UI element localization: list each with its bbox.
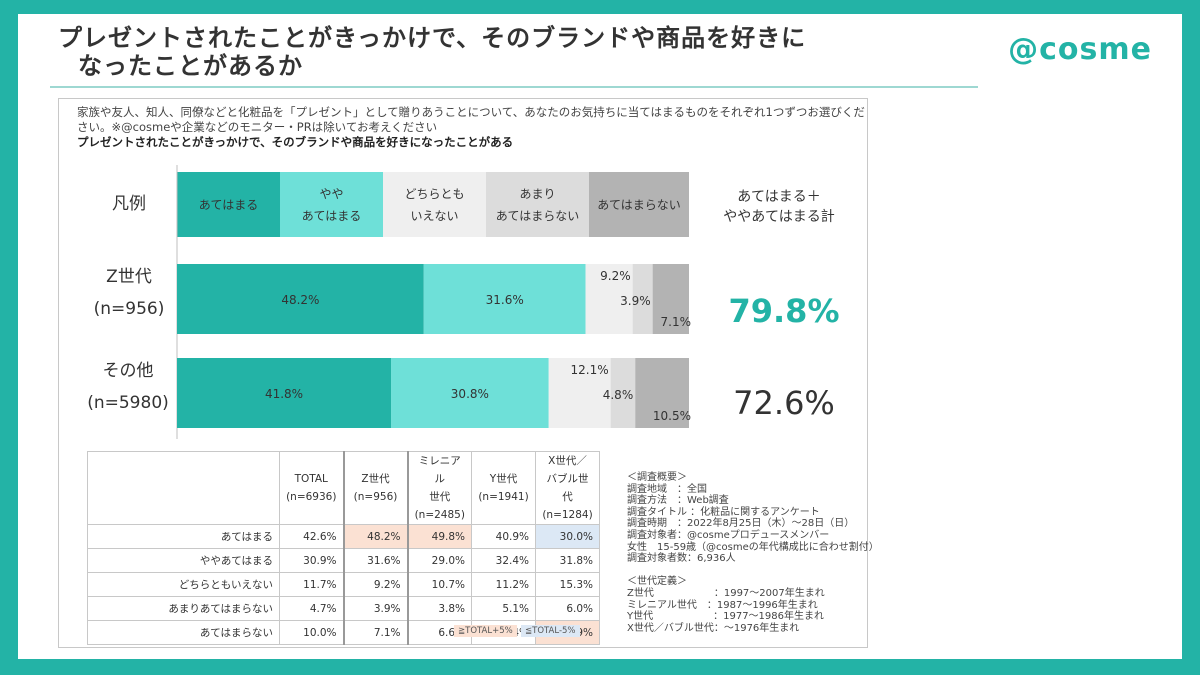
survey-line: 調査対象者：@cosmeプロデュースメンバー (627, 530, 879, 542)
th-millennial: ミレニアル 世代 (n=2485) (408, 452, 472, 525)
survey-line: ＜世代定義＞ (627, 576, 879, 588)
table-cell: 32.4% (472, 549, 536, 573)
table-cell: 10.0% (280, 621, 344, 645)
bar-value-label: 10.5% (653, 409, 691, 423)
page-title: プレゼントされたことがきっかけで、そのブランドや商品を好きに なったことがあるか (58, 24, 806, 80)
bar-value-label: 30.8% (451, 387, 489, 401)
title-divider (50, 86, 978, 88)
table-cell: 48.2% (344, 525, 408, 549)
survey-summary: ＜調査概要＞ 調査地域 ：全国 調査方法 ：Web調査 調査タイトル ：化粧品に関する… (627, 472, 879, 634)
table-cell: 30.0% (536, 525, 600, 549)
table-row-label: あてはまらない (88, 621, 280, 645)
table-corner (88, 452, 280, 525)
survey-line: Y世代 ：1977～1986年生まれ (627, 611, 879, 623)
total-other: 72.6% (719, 384, 849, 422)
survey-line (627, 565, 879, 577)
th-x: X世代／ バブル世代 (n=1284) (536, 452, 600, 525)
table-row-label: あてはまる (88, 525, 280, 549)
table-cell: 30.9% (280, 549, 344, 573)
total-z: 79.8% (719, 292, 849, 330)
data-table: TOTAL (n=6936) Z世代 (n=956) ミレニアル 世代 (n=2485)… (87, 451, 600, 645)
table-header-row: TOTAL (n=6936) Z世代 (n=956) ミレニアル 世代 (n=2485)… (88, 452, 600, 525)
survey-line: 調査時期 ：2022年8月25日（木）～28日（日） (627, 518, 879, 530)
table-cell: 3.8% (408, 597, 472, 621)
key-down: ≦TOTAL-5% (521, 625, 580, 637)
table-cell: 29.0% (408, 549, 472, 573)
cosme-logo: @cosme (1008, 32, 1152, 67)
survey-line: 調査方法 ：Web調査 (627, 495, 879, 507)
table-cell: 3.9% (344, 597, 408, 621)
survey-line: 女性 15-59歳（@cosmeの年代構成比に合わせ割付） (627, 542, 879, 554)
survey-line: ＜調査概要＞ (627, 472, 879, 484)
bar-value-label: 31.6% (486, 293, 524, 307)
table-cell: 10.7% (408, 573, 472, 597)
key-up: ≧TOTAL+5% (454, 625, 517, 637)
table-row: どちらともいえない 11.7% 9.2% 10.7% 11.2% 15.3% (88, 573, 600, 597)
title-line-1: プレゼントされたことがきっかけで、そのブランドや商品を好きに (58, 24, 806, 52)
bar-value-label: 48.2% (281, 293, 319, 307)
survey-line: 調査対象者数：6,936人 (627, 553, 879, 565)
bar-value-label: 9.2% (600, 269, 631, 283)
chart-panel: 家族や友人、知人、同僚などと化粧品を「プレゼント」として贈りあうことについて、あ… (58, 98, 868, 648)
table-cell: 7.1% (344, 621, 408, 645)
table-row: ややあてはまる 30.9% 31.6% 29.0% 32.4% 31.8% (88, 549, 600, 573)
bar-value-label: 7.1% (661, 315, 692, 329)
table-cell: 15.3% (536, 573, 600, 597)
th-y: Y世代 (n=1941) (472, 452, 536, 525)
table-cell: 5.1% (472, 597, 536, 621)
table-cell: 9.2% (344, 573, 408, 597)
table-row: あまりあてはまらない 4.7% 3.9% 3.8% 5.1% 6.0% (88, 597, 600, 621)
th-z: Z世代 (n=956) (344, 452, 408, 525)
survey-line: 調査地域 ：全国 (627, 484, 879, 496)
survey-line: ミレニアル世代 ：1987～1996年生まれ (627, 600, 879, 612)
table-row: あてはまる 42.6% 48.2% 49.8% 40.9% 30.0% (88, 525, 600, 549)
survey-line: 調査タイトル ：化粧品に関するアンケート (627, 507, 879, 519)
table-row-label: あまりあてはまらない (88, 597, 280, 621)
bar-value-label: 3.9% (620, 294, 651, 308)
table-cell: 31.8% (536, 549, 600, 573)
table-cell: 42.6% (280, 525, 344, 549)
table-cell: 40.9% (472, 525, 536, 549)
table-cell: 31.6% (344, 549, 408, 573)
table-cell: 11.7% (280, 573, 344, 597)
th-total: TOTAL (n=6936) (280, 452, 344, 525)
title-line-2: なったことがあるか (58, 52, 806, 80)
bar-value-label: 4.8% (603, 388, 634, 402)
table-cell: 6.0% (536, 597, 600, 621)
table-row-label: ややあてはまる (88, 549, 280, 573)
bar-value-label: 41.8% (265, 387, 303, 401)
survey-line: X世代／バブル世代：～1976年生まれ (627, 623, 879, 635)
bar-value-label: 12.1% (571, 363, 609, 377)
survey-line: Z世代 ：1997～2007年生まれ (627, 588, 879, 600)
table-row-label: どちらともいえない (88, 573, 280, 597)
table-cell: 4.7% (280, 597, 344, 621)
table-cell: 49.8% (408, 525, 472, 549)
table-cell: 11.2% (472, 573, 536, 597)
